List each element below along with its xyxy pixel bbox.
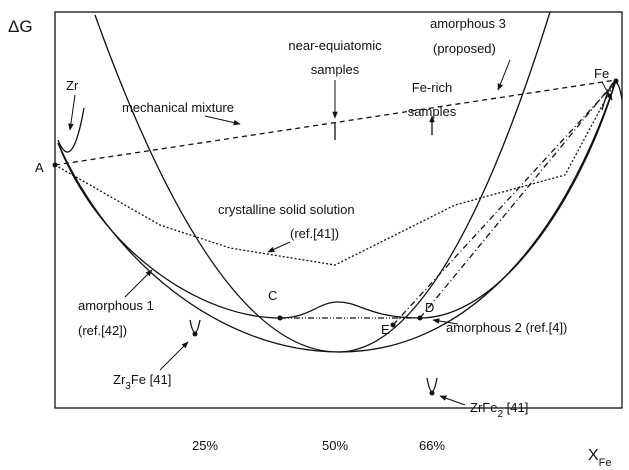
labels: ΔG XFe 25% 50% 66% amorphous 3 (proposed… xyxy=(8,16,612,469)
y-label: ΔG xyxy=(8,17,33,36)
label: crystalline solid solution xyxy=(218,202,355,217)
label: samples xyxy=(311,62,360,77)
label: (ref.[41]) xyxy=(290,226,339,241)
label: amorphous 2 (ref.[4]) xyxy=(446,320,567,335)
label: samples xyxy=(408,104,457,119)
x-mark: 25% xyxy=(192,438,218,453)
curves xyxy=(52,11,623,396)
label: ZrFe2 [41] xyxy=(470,400,528,420)
label: Zr3Fe [41] xyxy=(113,372,171,392)
label: A xyxy=(35,160,44,175)
x-mark: 50% xyxy=(322,438,348,453)
frame xyxy=(54,11,623,409)
label: Fe xyxy=(594,66,609,81)
label: C xyxy=(268,288,277,303)
arrows xyxy=(68,59,613,406)
label: amorphous 1 xyxy=(78,298,154,313)
label: (proposed) xyxy=(433,41,496,56)
label: D xyxy=(425,300,434,315)
label: E xyxy=(381,322,390,337)
x-mark: 66% xyxy=(419,438,445,453)
label: mechanical mixture xyxy=(122,100,234,115)
x-label: XFe xyxy=(588,447,612,469)
label: near-equiatomic xyxy=(288,38,382,53)
label: Zr xyxy=(66,78,79,93)
label: (ref.[42]) xyxy=(78,323,127,338)
label: Fe-rich xyxy=(412,80,452,95)
label: amorphous 3 xyxy=(430,16,506,31)
